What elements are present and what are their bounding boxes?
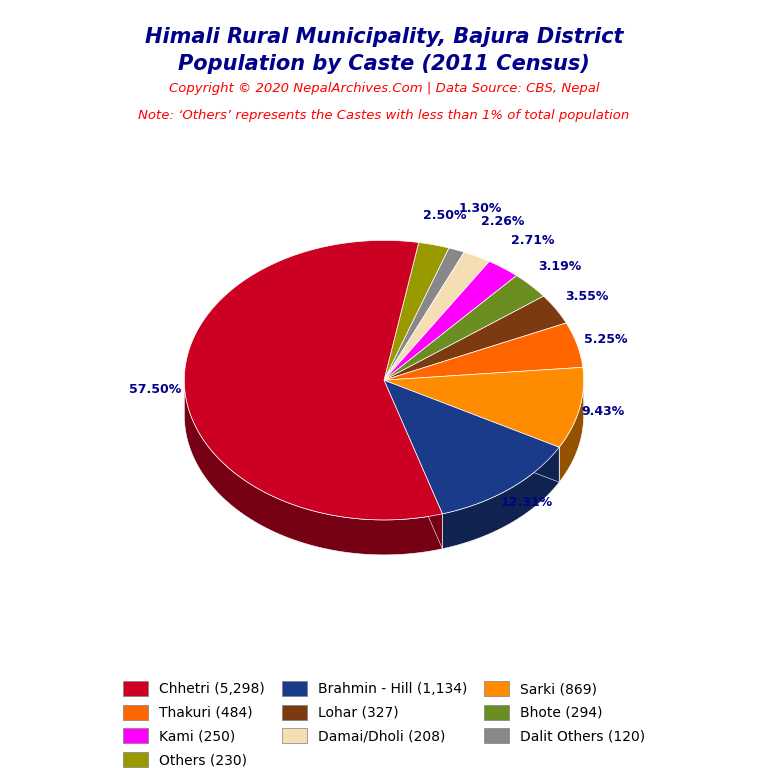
- Polygon shape: [384, 380, 559, 514]
- Text: 2.71%: 2.71%: [511, 233, 555, 247]
- Polygon shape: [384, 296, 566, 380]
- Polygon shape: [384, 252, 489, 380]
- Polygon shape: [384, 380, 442, 549]
- Polygon shape: [384, 380, 442, 549]
- Text: 3.19%: 3.19%: [538, 260, 582, 273]
- Polygon shape: [442, 447, 559, 549]
- Legend: Chhetri (5,298), Thakuri (484), Kami (250), Others (230), Brahmin - Hill (1,134): Chhetri (5,298), Thakuri (484), Kami (25…: [118, 676, 650, 768]
- Text: 1.30%: 1.30%: [458, 202, 502, 215]
- Text: 5.25%: 5.25%: [584, 333, 628, 346]
- Polygon shape: [384, 243, 449, 380]
- Text: 12.31%: 12.31%: [501, 496, 552, 509]
- Polygon shape: [384, 380, 559, 482]
- Polygon shape: [384, 380, 559, 482]
- Polygon shape: [384, 248, 464, 380]
- Text: Copyright © 2020 NepalArchives.Com | Data Source: CBS, Nepal: Copyright © 2020 NepalArchives.Com | Dat…: [169, 82, 599, 95]
- Polygon shape: [184, 378, 442, 554]
- Text: 3.55%: 3.55%: [565, 290, 608, 303]
- Polygon shape: [559, 378, 584, 482]
- Polygon shape: [384, 323, 583, 380]
- Polygon shape: [384, 276, 544, 380]
- Text: 2.50%: 2.50%: [423, 209, 467, 221]
- Text: Himali Rural Municipality, Bajura District: Himali Rural Municipality, Bajura Distri…: [144, 27, 624, 47]
- Text: 2.26%: 2.26%: [482, 215, 525, 228]
- Text: Note: ‘Others’ represents the Castes with less than 1% of total population: Note: ‘Others’ represents the Castes wit…: [138, 109, 630, 122]
- Polygon shape: [384, 261, 517, 380]
- Polygon shape: [184, 240, 442, 520]
- Text: Population by Caste (2011 Census): Population by Caste (2011 Census): [178, 54, 590, 74]
- Polygon shape: [384, 367, 584, 447]
- Text: 9.43%: 9.43%: [581, 406, 624, 419]
- Text: 57.50%: 57.50%: [129, 383, 181, 396]
